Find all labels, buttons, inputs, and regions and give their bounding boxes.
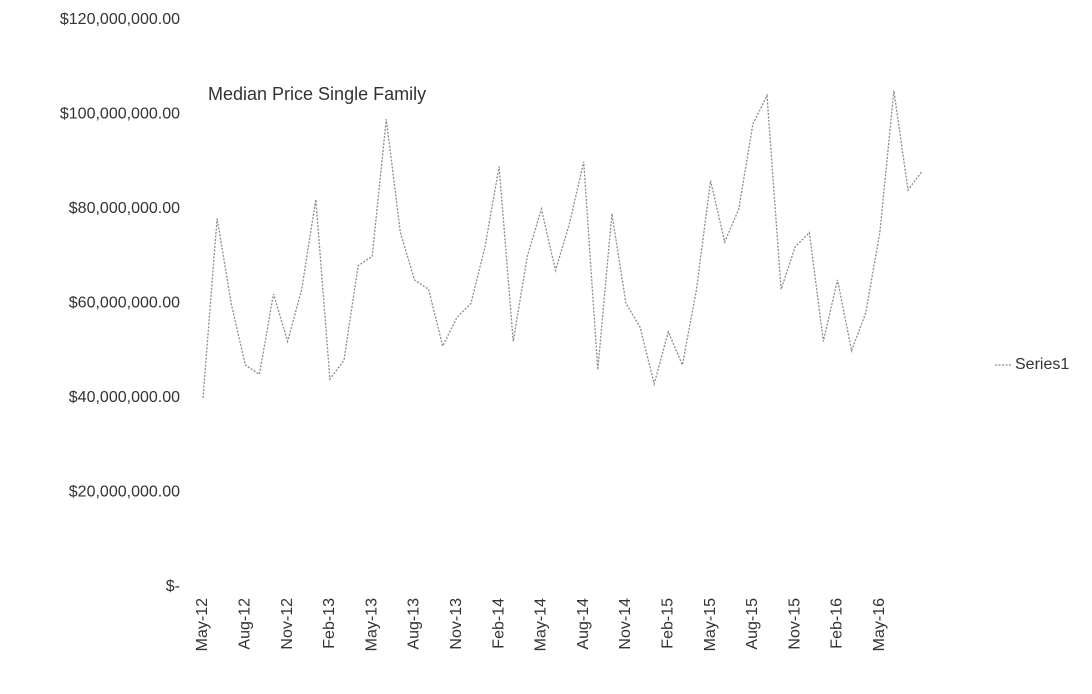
x-tick-label: Aug-12: [237, 598, 254, 650]
x-tick-label: Aug-13: [406, 598, 423, 650]
y-tick-label: $80,000,000.00: [69, 200, 180, 217]
x-tick-label: Nov-13: [448, 598, 465, 650]
y-tick-label: $120,000,000.00: [60, 11, 180, 28]
x-tick-label: May-16: [871, 598, 888, 651]
x-tick-label: Feb-15: [660, 598, 677, 649]
y-tick-label: $40,000,000.00: [69, 389, 180, 406]
x-tick-label: Feb-16: [829, 598, 846, 649]
line-series: [202, 90, 923, 399]
x-tick-label: Nov-14: [617, 598, 634, 650]
x-tick-label: Aug-15: [744, 598, 761, 650]
y-tick-label: $-: [166, 578, 180, 595]
y-tick-label: $100,000,000.00: [60, 106, 180, 123]
x-tick-label: May-12: [194, 598, 211, 651]
x-tick-label: May-13: [363, 598, 380, 651]
y-tick-label: $20,000,000.00: [69, 484, 180, 501]
x-tick-label: Feb-13: [321, 598, 338, 649]
x-tick-label: Nov-12: [279, 598, 296, 650]
x-tick-label: May-15: [702, 598, 719, 651]
legend-label: Series1: [1015, 356, 1069, 373]
x-tick-label: Feb-14: [490, 598, 507, 649]
x-tick-label: Aug-14: [575, 598, 592, 650]
x-tick-label: Nov-15: [786, 598, 803, 650]
y-tick-label: $60,000,000.00: [69, 295, 180, 312]
chart-title: Median Price Single Family: [208, 84, 426, 104]
x-tick-label: May-14: [533, 598, 550, 651]
